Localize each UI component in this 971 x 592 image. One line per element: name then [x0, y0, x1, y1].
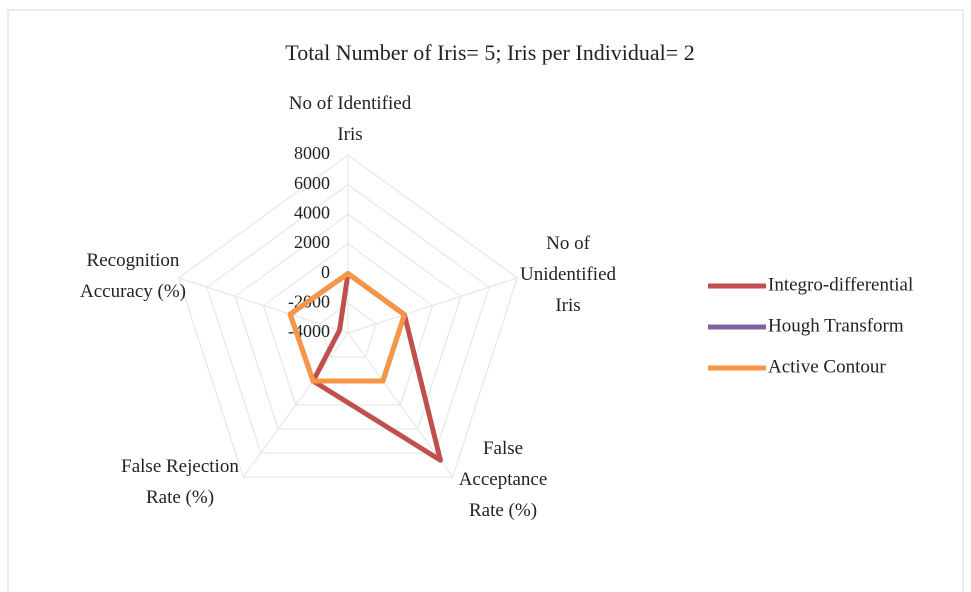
- axis-label: False Rejection Rate (%): [121, 456, 239, 508]
- y-tick-label: 2000: [294, 232, 330, 252]
- axis-label: False Acceptance Rate (%): [459, 438, 548, 521]
- spoke: [242, 332, 349, 478]
- grid-line: [319, 302, 377, 358]
- chart-border: [7, 9, 964, 592]
- series: [287, 271, 407, 384]
- grid-line: [234, 213, 462, 430]
- axis-label: Recognition Accuracy (%): [80, 250, 186, 302]
- y-tick-label: 8000: [294, 143, 330, 163]
- legend-label: Integro-differential: [768, 274, 913, 295]
- chart-title: Total Number of Iris= 5; Iris per Indivi…: [285, 40, 694, 65]
- series-line: [287, 271, 407, 384]
- spoke: [347, 277, 518, 334]
- y-tick-label: 6000: [294, 173, 330, 193]
- y-tick-label: 0: [321, 262, 330, 282]
- grid-line: [178, 154, 518, 478]
- legend-label: Hough Transform: [768, 315, 904, 336]
- spoke: [347, 332, 454, 478]
- grid-line: [206, 184, 490, 454]
- axis-label: No of Identified Iris: [289, 93, 412, 145]
- axis-label: No of Unidentified Iris: [520, 233, 617, 316]
- y-tick-label: 4000: [294, 202, 330, 222]
- legend-label: Active Contour: [768, 356, 886, 377]
- spoke: [178, 277, 349, 334]
